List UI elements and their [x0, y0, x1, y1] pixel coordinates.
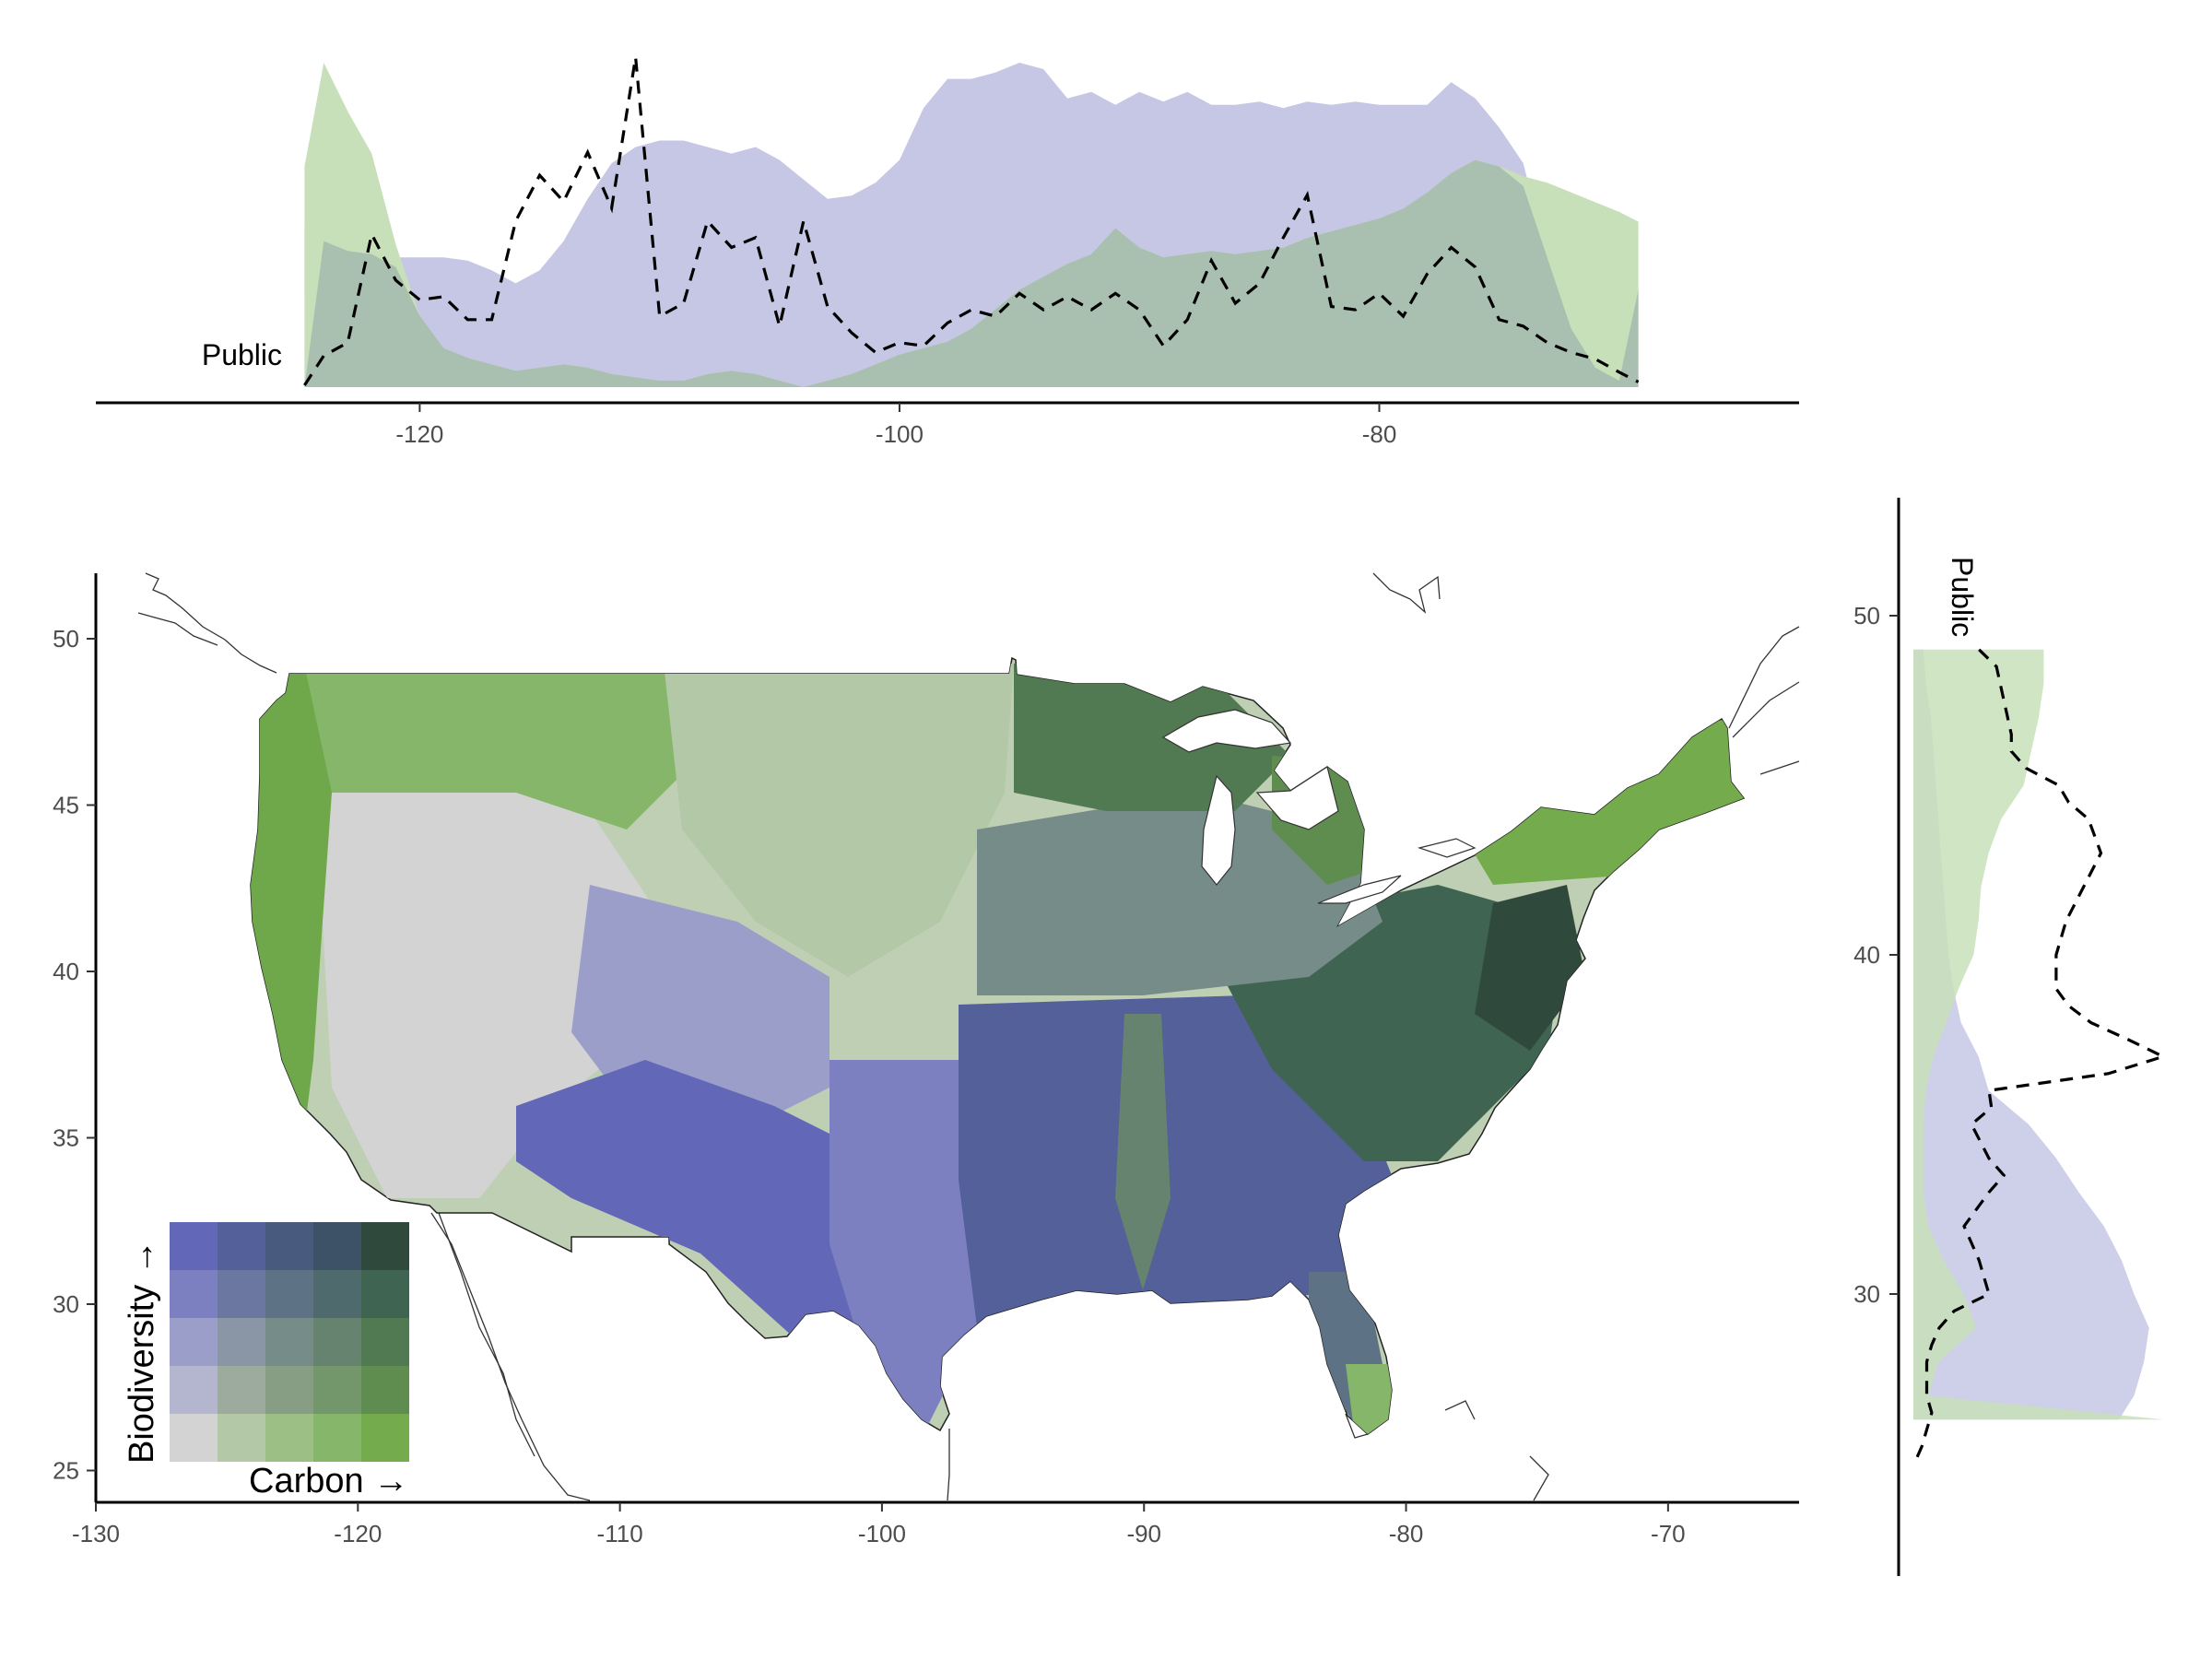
legend-cell [313, 1222, 361, 1270]
legend-cell [218, 1270, 265, 1318]
top-x-tick-label: -80 [1362, 420, 1397, 448]
legend-cell [170, 1222, 218, 1270]
right-y-tick-label: 40 [1853, 941, 1880, 969]
map-y-tick-label: 30 [53, 1290, 79, 1318]
region-northern-rockies [304, 664, 700, 830]
top-marginal-panel: Public -120 -100 -80 [96, 56, 1799, 448]
legend-cell [170, 1414, 218, 1462]
legend-cell [313, 1414, 361, 1462]
map-y-tick-label: 50 [53, 625, 79, 653]
right-area-area_biodiversity [1913, 649, 2149, 1420]
legend-cell [170, 1270, 218, 1318]
legend-cell [361, 1414, 409, 1462]
legend-cell [361, 1318, 409, 1366]
map-y-tick-label: 25 [53, 1457, 79, 1485]
legend-cell [361, 1222, 409, 1270]
legend-cell [265, 1270, 313, 1318]
right-y-tick-label: 50 [1853, 602, 1880, 629]
bivariate-regions [251, 664, 1744, 1434]
legend-cell [265, 1222, 313, 1270]
region-northeast [1438, 719, 1744, 885]
legend-cell [218, 1414, 265, 1462]
region-west-coast-forest [251, 664, 350, 1134]
map-x-tick-label: -90 [1126, 1520, 1161, 1547]
map-y-axis-ticks: 50 45 40 35 30 25 [53, 625, 96, 1485]
region-upper-midwest-forest [1014, 664, 1290, 811]
right-public-line [1912, 648, 2168, 1465]
legend-cell [313, 1366, 361, 1414]
legend-cell [313, 1318, 361, 1366]
legend-biodiversity-label: Biodiversity → [123, 1240, 161, 1464]
legend-cell [361, 1366, 409, 1414]
top-x-tick-label: -100 [876, 420, 924, 448]
legend-cell [361, 1270, 409, 1318]
region-great-basin [323, 756, 664, 1198]
legend-cell [170, 1366, 218, 1414]
right-marginal-panel: Public 50 40 30 [1853, 498, 2168, 1576]
legend-carbon-label: Carbon → [249, 1462, 408, 1500]
map-x-tick-label: -120 [334, 1520, 382, 1547]
map-x-tick-label: -70 [1651, 1520, 1686, 1547]
legend-cell [218, 1366, 265, 1414]
right-y-axis-ticks: 50 40 30 [1853, 602, 1899, 1308]
bivariate-legend: Carbon → Biodiversity → [123, 1222, 409, 1500]
map-y-tick-label: 35 [53, 1124, 79, 1152]
right-y-tick-label: 30 [1853, 1280, 1880, 1308]
map-x-axis-ticks: -130 -120 -110 -100 -90 -80 -70 [72, 1502, 1686, 1547]
region-southwest-desert [516, 1060, 922, 1382]
right-area-area_carbon [1913, 649, 2164, 1420]
legend-cell [218, 1222, 265, 1270]
map-y-tick-label: 40 [53, 958, 79, 985]
top-marginal-areas [304, 63, 1639, 387]
legend-cell [265, 1366, 313, 1414]
top-public-label: Public [202, 338, 282, 371]
region-mid-atlantic [1475, 885, 1585, 1051]
legend-cell [170, 1318, 218, 1366]
great-lakes-water [1161, 709, 1477, 904]
region-great-plains-north [664, 664, 1014, 977]
main-map-panel: -130 -120 -110 -100 -90 -80 -70 50 45 40 35 30 25 [53, 572, 1800, 1547]
legend-cell [218, 1318, 265, 1366]
map-y-tick-label: 45 [53, 792, 79, 819]
map-x-tick-label: -100 [858, 1520, 906, 1547]
legend-grid [170, 1222, 409, 1462]
neighbor-coastlines [137, 572, 1800, 1501]
region-south-florida [1346, 1364, 1392, 1434]
map-x-tick-label: -110 [597, 1520, 643, 1547]
legend-cell [313, 1270, 361, 1318]
top-x-tick-label: -120 [395, 420, 443, 448]
map-x-tick-label: -130 [72, 1520, 120, 1547]
right-public-label: Public [1946, 557, 1979, 637]
right-marginal-areas [1913, 649, 2164, 1420]
region-mississippi-valley [1115, 1014, 1171, 1290]
top-x-axis-ticks: -120 -100 -80 [395, 403, 1396, 448]
legend-cell [265, 1318, 313, 1366]
top-area-area_overlap [304, 159, 1639, 387]
map-x-tick-label: -80 [1389, 1520, 1424, 1547]
region-midwest [977, 793, 1382, 995]
legend-cell [265, 1414, 313, 1462]
